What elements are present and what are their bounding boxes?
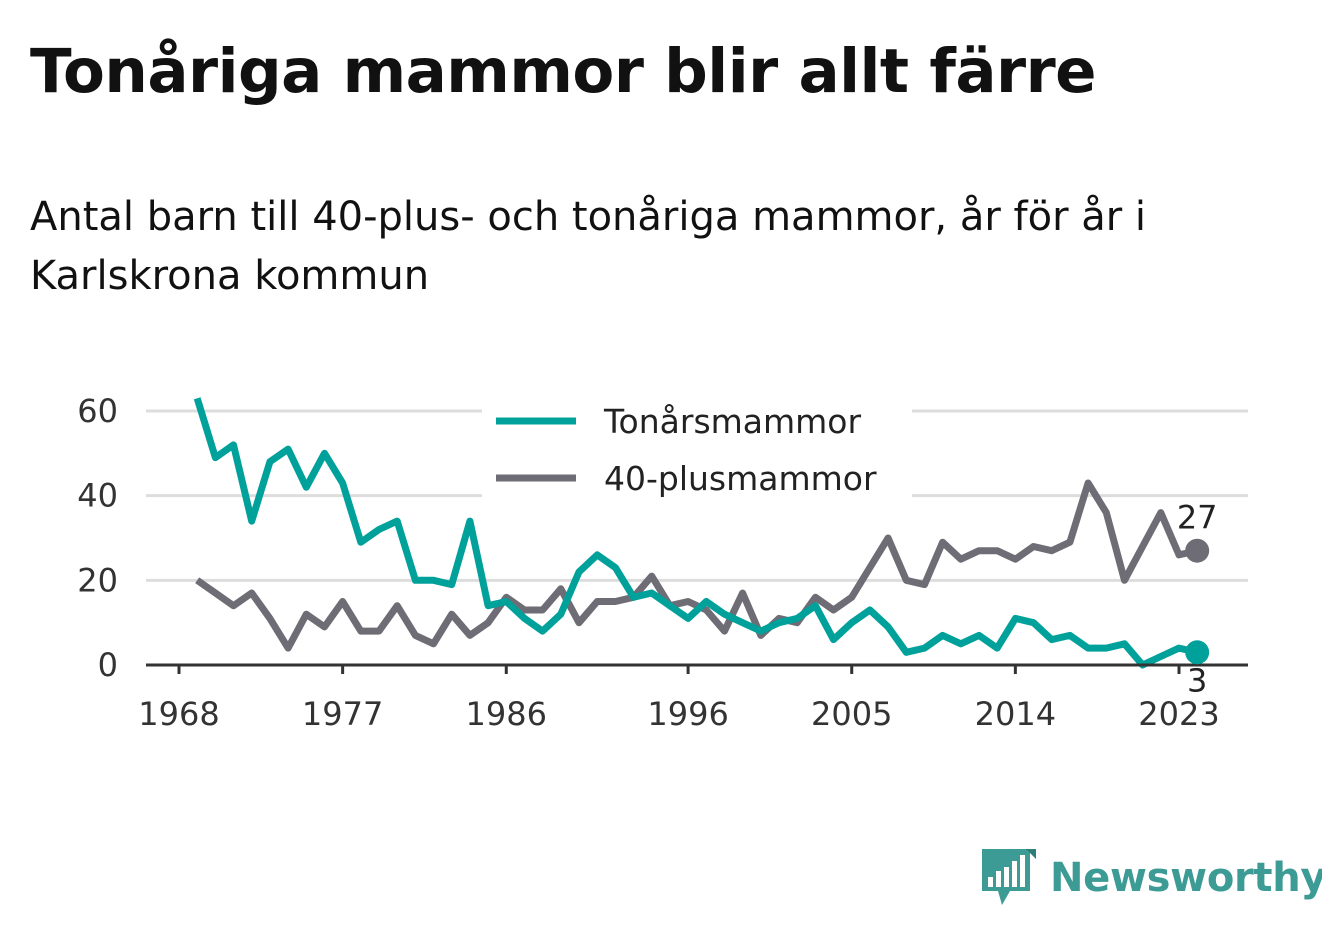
- legend-label-40-plusmammor: 40-plusmammor: [604, 459, 877, 498]
- x-tick-label-1977: 1977: [302, 695, 383, 733]
- x-tick-label-1986: 1986: [466, 695, 547, 733]
- x-tick-label-2005: 2005: [811, 695, 892, 733]
- y-tick-label-40: 40: [77, 477, 118, 515]
- legend: Tonårsmammor 40-plusmammor: [482, 392, 912, 510]
- x-tick-label-1968: 1968: [138, 695, 219, 733]
- grid-lines: 0 20 40 60: [77, 392, 1248, 684]
- end-marker-40-plusmammor: [1185, 538, 1210, 563]
- logo-text: Newsworthy: [1050, 855, 1322, 901]
- end-marker-tonarsmammor: [1185, 640, 1210, 665]
- chart-subtitle: Antal barn till 40-plus- och tonåriga ma…: [30, 194, 1147, 299]
- x-tick-label-2023: 2023: [1138, 695, 1219, 733]
- x-tick-label-1996: 1996: [647, 695, 728, 733]
- legend-background: [482, 392, 912, 510]
- chart-title: Tonåriga mammor blir allt färre: [30, 36, 1097, 107]
- series-lines: [193, 397, 1198, 669]
- y-tick-label-0: 0: [98, 646, 118, 684]
- x-axis: 1968 1977 1986 1996 2005 2014 2023: [138, 663, 1248, 733]
- end-markers: 3 27: [1177, 499, 1218, 700]
- y-tick-label-20: 20: [77, 561, 118, 599]
- legend-label-tonarsmammor: Tonårsmammor: [603, 402, 861, 441]
- end-label-40-plusmammor: 27: [1177, 499, 1218, 537]
- end-label-tonarsmammor: 3: [1187, 661, 1207, 699]
- series-line-tonarsmammor: [193, 397, 1198, 669]
- bar-chart-speech-bubble-icon: [982, 849, 1036, 905]
- x-tick-label-2014: 2014: [975, 695, 1056, 733]
- newsworthy-logo: Newsworthy: [980, 846, 1322, 910]
- y-tick-label-60: 60: [77, 392, 118, 430]
